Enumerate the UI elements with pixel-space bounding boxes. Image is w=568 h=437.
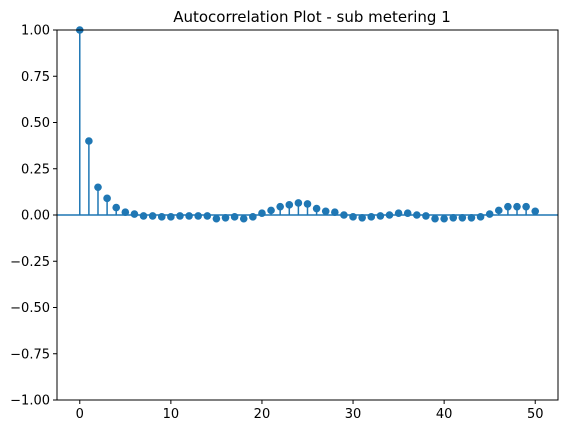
stem-marker-lag-28 [331,208,339,217]
stem-marker-lag-23 [285,201,294,209]
x-tick-label: 10 [163,407,180,422]
stem-marker-lag-38 [422,212,430,220]
stem-marker-lag-37 [413,211,421,219]
stem-marker-lag-11 [176,212,184,220]
stem-marker-lag-15 [212,214,221,223]
y-tick-label: −1.00 [10,394,50,409]
x-tick-label: 20 [254,407,271,422]
y-tick-label: 0.25 [21,162,50,177]
stem-marker-lag-47 [504,202,512,211]
chart-title: Autocorrelation Plot - sub metering 1 [173,8,451,26]
stem-marker-lag-25 [303,200,312,208]
stem-marker-lag-24 [294,199,303,207]
stem-marker-lag-32 [367,213,376,221]
stem-marker-lag-44 [476,213,485,221]
stem-marker-lag-16 [221,213,230,222]
stem-marker-lag-9 [157,213,166,221]
stem-markers [75,26,540,223]
stem-marker-lag-26 [312,204,321,213]
stem-marker-lag-27 [321,207,330,216]
stem-marker-lag-50 [531,207,540,216]
stem-marker-lag-40 [440,214,448,223]
x-tick-label: 0 [76,407,84,422]
stem-marker-lag-10 [167,213,175,221]
stem-marker-lag-35 [394,209,403,217]
stem-marker-lag-7 [139,212,148,220]
stem-marker-lag-36 [403,209,412,217]
stem-marker-lag-5 [121,208,130,217]
stem-marker-lag-20 [258,209,266,217]
stem-marker-lag-6 [130,210,139,218]
stem-marker-lag-49 [522,202,530,211]
x-tick-label: 40 [436,407,453,422]
stem-marker-lag-18 [239,214,248,223]
y-tick-label: −0.75 [10,347,50,362]
x-tick-label: 30 [345,407,362,422]
stem-marker-lag-30 [349,213,357,221]
y-tick-label: 0.75 [21,70,50,85]
stem-lines [79,30,536,219]
y-tick-label: 0.00 [21,209,50,224]
stem-marker-lag-14 [203,212,212,220]
plot-frame [56,29,559,401]
x-axis-ticks: 0 10 20 30 40 50 [76,400,544,422]
stem-marker-lag-48 [513,202,521,211]
stem-marker-lag-17 [230,213,239,221]
stem-marker-lag-3 [103,194,111,203]
stem-marker-lag-13 [194,212,202,220]
y-tick-label: −0.25 [10,255,50,270]
stem-marker-lag-42 [458,213,467,222]
stem-marker-lag-39 [431,214,439,223]
y-axis-ticks: −1.00 −0.75 −0.50 −0.25 0.00 0.25 0.50 0.75 1.00 [10,24,57,409]
stem-marker-lag-21 [267,206,275,215]
stem-marker-lag-46 [494,206,503,215]
stem-marker-lag-41 [449,213,458,222]
stem-marker-lag-29 [340,211,348,219]
stem-marker-lag-34 [385,211,394,219]
y-tick-label: 0.50 [21,116,50,131]
stem-marker-lag-31 [358,213,366,222]
y-tick-label: −0.50 [10,301,50,316]
stem-marker-lag-19 [249,213,257,221]
x-tick-label: 50 [527,407,544,422]
stem-marker-lag-43 [467,213,476,222]
y-tick-label: 1.00 [21,24,50,39]
stem-marker-lag-12 [185,212,193,220]
stem-marker-lag-22 [276,202,284,211]
stem-marker-lag-4 [112,203,121,212]
stem-marker-lag-45 [485,210,494,218]
stem-marker-lag-2 [94,183,102,192]
stem-marker-lag-1 [85,137,93,145]
stem-marker-lag-33 [376,212,385,220]
stem-marker-lag-8 [148,212,157,220]
